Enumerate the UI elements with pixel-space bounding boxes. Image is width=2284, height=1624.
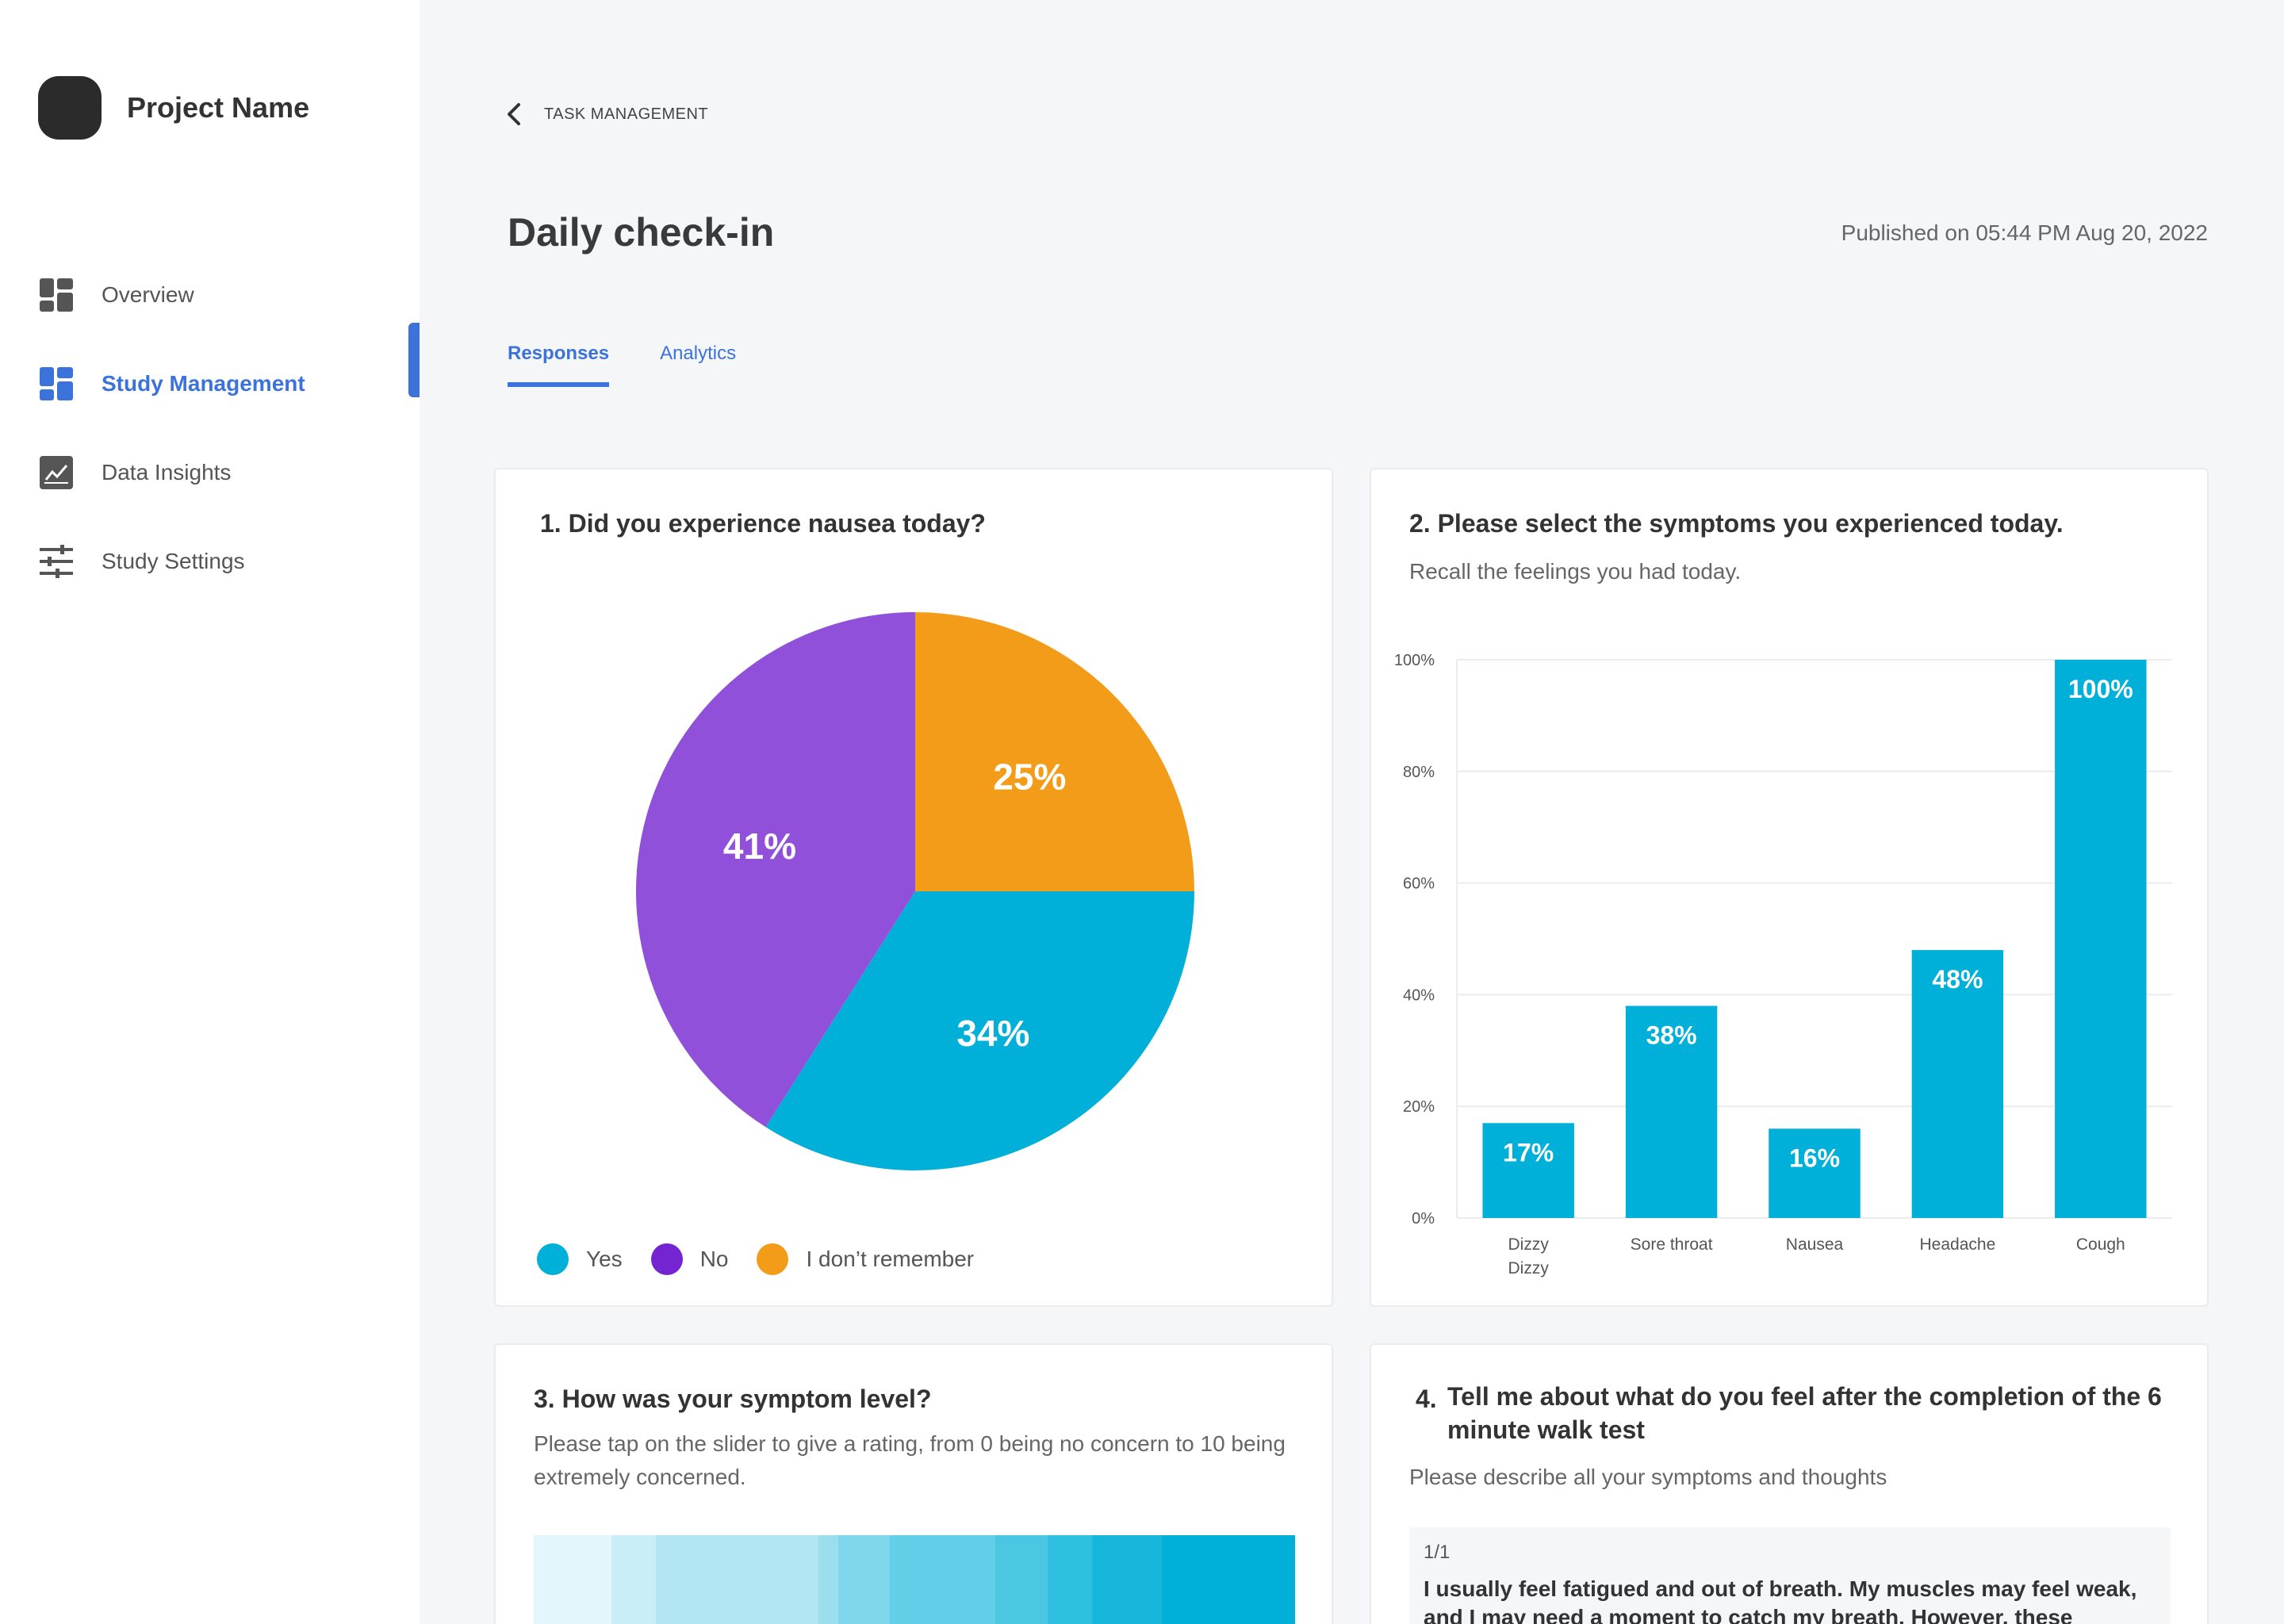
y-tick-label: 20% xyxy=(1403,1098,1435,1116)
legend-item-yes: Yes xyxy=(537,1243,623,1275)
sidebar-item-study-management[interactable]: Study Management xyxy=(0,339,420,428)
question-subtitle: Recall the feelings you had today. xyxy=(1409,559,1742,584)
pie-chart: 34% 41% 25% xyxy=(635,612,1194,1170)
y-tick-label: 60% xyxy=(1403,875,1435,893)
pie-slice[interactable] xyxy=(765,891,1194,1170)
x-tick-sublabel: Dizzy xyxy=(1508,1259,1550,1277)
response-count: 1/1 xyxy=(1424,1542,1450,1563)
x-tick-label: Cough xyxy=(2076,1235,2125,1254)
slider-segment[interactable] xyxy=(889,1535,995,1624)
question-card-3: 3. How was your symptom level? Please ta… xyxy=(494,1343,1333,1624)
pie-slice-label: 25% xyxy=(993,756,1066,798)
bar-value-label: 16% xyxy=(1789,1143,1840,1172)
line-chart-icon xyxy=(40,456,73,489)
y-tick-label: 0% xyxy=(1412,1210,1435,1228)
sidebar-item-label: Overview xyxy=(102,282,194,307)
question-subtitle: Please describe all your symptoms and th… xyxy=(1409,1465,1887,1489)
question-subtitle: Please tap on the slider to give a ratin… xyxy=(534,1431,1286,1489)
question-title: 1. Did you experience nausea today? xyxy=(540,509,986,538)
dashboard-icon xyxy=(40,367,73,400)
sidebar-item-study-settings[interactable]: Study Settings xyxy=(0,517,420,606)
pie-legend: Yes No I don’t remember xyxy=(537,1243,1002,1275)
bar[interactable] xyxy=(1625,1005,1718,1218)
slider-segment[interactable] xyxy=(818,1535,839,1624)
bar[interactable] xyxy=(2055,660,2147,1218)
slider-segment[interactable] xyxy=(838,1535,890,1624)
legend-label: I don’t remember xyxy=(806,1247,975,1271)
question-text: Tell me about what do you feel after the… xyxy=(1447,1382,2162,1444)
page-title: Daily check-in xyxy=(508,210,775,255)
sidebar-item-label: Study Settings xyxy=(102,549,245,573)
x-tick-label: Sore throat xyxy=(1631,1235,1713,1254)
bar[interactable] xyxy=(1769,1128,1861,1218)
question-card-1: 1. Did you experience nausea today? 34% 4… xyxy=(494,468,1333,1307)
bar[interactable] xyxy=(1482,1123,1574,1218)
bar-chart: 0% 20% 40% 60% 80% 100% 17% Dizzy Dizzy 38% Sore t… xyxy=(1394,652,2172,1277)
breadcrumb: TASK MANAGEMENT xyxy=(504,102,708,127)
y-tick-label: 40% xyxy=(1403,986,1435,1004)
x-tick-label: Dizzy xyxy=(1508,1235,1550,1254)
x-tick-label: Headache xyxy=(1920,1235,1996,1254)
sidebar-item-label: Data Insights xyxy=(102,460,232,485)
pie-slice-label: 34% xyxy=(956,1013,1029,1054)
legend-swatch xyxy=(757,1243,789,1275)
question-card-2: 2. Please select the symptoms you experi… xyxy=(1370,468,2209,1307)
slider-segment[interactable] xyxy=(1161,1535,1295,1624)
legend-item-dont-remember: I don’t remember xyxy=(757,1243,974,1275)
pie-slice-label: 41% xyxy=(723,825,796,867)
project-logo xyxy=(38,76,102,140)
pie-slice[interactable] xyxy=(915,612,1194,891)
y-tick-label: 80% xyxy=(1403,764,1435,781)
slider-segment[interactable] xyxy=(1092,1535,1162,1624)
legend-swatch xyxy=(650,1243,683,1275)
brand[interactable]: Project Name xyxy=(38,76,309,140)
project-name: Project Name xyxy=(127,91,310,124)
sidebar-item-label: Study Management xyxy=(102,371,305,396)
question-title: 4. Tell me about what do you feel after … xyxy=(1416,1382,2177,1446)
bar-value-label: 38% xyxy=(1646,1021,1697,1049)
bar-value-label: 100% xyxy=(2068,675,2133,703)
response-text: I usually feel fatigued and out of breat… xyxy=(1424,1576,2137,1624)
tab-responses[interactable]: Responses xyxy=(508,343,610,387)
chevron-left-icon[interactable] xyxy=(504,102,523,127)
question-title: 3. How was your symptom level? xyxy=(534,1385,932,1413)
bar-value-label: 48% xyxy=(1932,965,1983,994)
slider-segment[interactable] xyxy=(994,1535,1048,1624)
slider-segment[interactable] xyxy=(1048,1535,1093,1624)
bar-value-label: 17% xyxy=(1503,1138,1554,1166)
y-tick-label: 100% xyxy=(1394,652,1435,669)
legend-label: Yes xyxy=(586,1247,623,1271)
published-timestamp: Published on 05:44 PM Aug 20, 2022 xyxy=(1841,220,2208,245)
slider-segment[interactable] xyxy=(534,1535,611,1624)
pie-slice[interactable] xyxy=(635,612,915,1128)
question-title: 2. Please select the symptoms you experi… xyxy=(1409,509,2064,538)
legend-item-no: No xyxy=(650,1243,729,1275)
tab-bar: Responses Analytics xyxy=(508,343,787,387)
sidebar-nav: Overview Study Management Data Insights … xyxy=(0,251,420,606)
bar[interactable] xyxy=(1911,950,2004,1218)
x-tick-label: Nausea xyxy=(1786,1235,1844,1254)
active-nav-indicator xyxy=(408,323,420,397)
slider-segment[interactable] xyxy=(611,1535,656,1624)
sidebar: Project Name Overview Study Management D… xyxy=(0,0,420,1624)
question-number: 4. xyxy=(1416,1385,1437,1413)
sidebar-item-data-insights[interactable]: Data Insights xyxy=(0,428,420,517)
rating-slider[interactable] xyxy=(534,1535,1295,1624)
sidebar-item-overview[interactable]: Overview xyxy=(0,251,420,339)
slider-segment[interactable] xyxy=(655,1535,819,1624)
legend-label: No xyxy=(699,1247,729,1271)
breadcrumb-link[interactable]: TASK MANAGEMENT xyxy=(544,105,709,123)
tab-analytics[interactable]: Analytics xyxy=(660,343,737,364)
legend-swatch xyxy=(537,1243,569,1275)
dashboard-icon xyxy=(40,278,73,312)
sliders-icon xyxy=(40,545,73,578)
question-card-4: 4. Tell me about what do you feel after … xyxy=(1370,1343,2209,1624)
response-box: 1/1 I usually feel fatigued and out of b… xyxy=(1409,1527,2171,1624)
